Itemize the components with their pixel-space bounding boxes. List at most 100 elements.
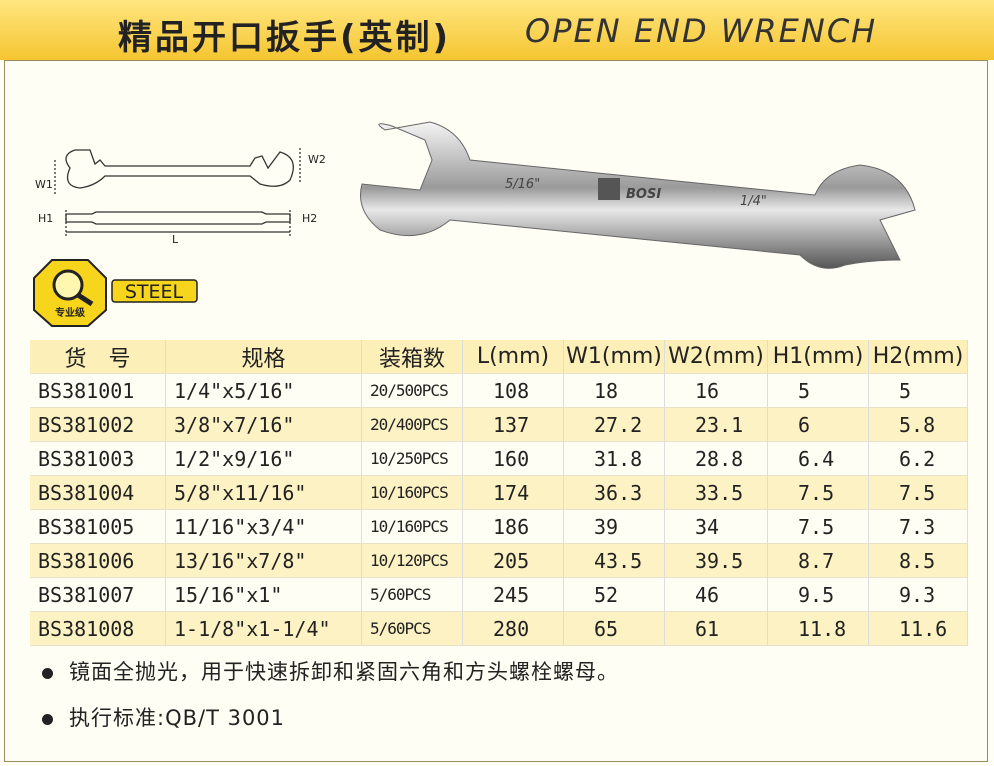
- table-cell: 5/8"x11/16": [165, 475, 362, 510]
- table-cell: 3/8"x7/16": [165, 407, 362, 442]
- table-cell: BS381002: [30, 407, 166, 442]
- badge: 专业级 STEEL: [33, 259, 198, 327]
- header-row: 货 号规格 装箱数 L(mm) W1(mm) W2(mm) H1(mm) H2(mm): [30, 340, 968, 374]
- column-header: H2(mm): [868, 340, 968, 374]
- column-header: 规格: [165, 340, 362, 374]
- table-cell: 34: [664, 509, 768, 544]
- table-cell: 6.4: [767, 441, 869, 476]
- column-header: L(mm): [462, 340, 564, 374]
- table-cell: 174: [462, 475, 564, 510]
- table-cell: 10/120PCS: [361, 543, 463, 578]
- table-cell: 108: [462, 373, 564, 408]
- table-cell: 11/16"x3/4": [165, 509, 362, 544]
- table-cell: BS381005: [30, 509, 166, 544]
- spec-table: 货 号规格 装箱数 L(mm) W1(mm) W2(mm) H1(mm) H2(mm) BS3…: [30, 340, 968, 646]
- table-row: BS381006 13/16"x7/8" 10/120PCS 205 43.5 39.5 8…: [30, 543, 968, 578]
- photo-size-left: 5/16": [505, 177, 540, 192]
- table-row: BS381007 15/16"x1" 5/60PCS 245 52 46 9.5 9.3: [30, 577, 968, 612]
- badge-material: STEEL: [125, 281, 184, 303]
- table-cell: 10/160PCS: [361, 475, 463, 510]
- column-header: W2(mm): [664, 340, 768, 374]
- table-cell: 33.5: [664, 475, 768, 510]
- table-cell: 16: [664, 373, 768, 408]
- title-en: OPEN END WRENCH: [525, 12, 878, 50]
- table-cell: 10/250PCS: [361, 441, 463, 476]
- table-cell: 36.3: [563, 475, 665, 510]
- note: 执行标准:QB/T 3001: [42, 702, 285, 732]
- table-cell: 46: [664, 577, 768, 612]
- table-cell: BS381007: [30, 577, 166, 612]
- table-row: BS381004 5/8"x11/16" 10/160PCS 174 36.3 33.5 7…: [30, 475, 968, 510]
- label-h1: H1: [38, 212, 53, 225]
- table-cell: 280: [462, 611, 564, 646]
- table-cell: 39: [563, 509, 665, 544]
- illustrations: W1 W2 H1 H2 L 5/16" BOSI 1/4" 专业级 STEEL: [33, 121, 916, 327]
- table-cell: 20/400PCS: [361, 407, 463, 442]
- table-cell: 28.8: [664, 441, 768, 476]
- badge-grade: 专业级: [55, 306, 86, 319]
- column-header: H1(mm): [767, 340, 869, 374]
- table-cell: 39.5: [664, 543, 768, 578]
- table-cell: 9.3: [868, 577, 968, 612]
- table-cell: 7.5: [868, 475, 968, 510]
- wrench-photo: 5/16" BOSI 1/4": [360, 121, 916, 269]
- table-cell: 8.7: [767, 543, 869, 578]
- frame: [4, 60, 988, 762]
- table-cell: 7.3: [868, 509, 968, 544]
- table-cell: 27.2: [563, 407, 665, 442]
- table-cell: 5: [767, 373, 869, 408]
- table-cell: BS381003: [30, 441, 166, 476]
- label-l: L: [172, 233, 179, 246]
- column-header: W1(mm): [563, 340, 665, 374]
- table-cell: 11.8: [767, 611, 869, 646]
- table-cell: 13/16"x7/8": [165, 543, 362, 578]
- table-cell: 186: [462, 509, 564, 544]
- table-cell: BS381006: [30, 543, 166, 578]
- label-w2: W2: [308, 153, 326, 166]
- table-cell: 18: [563, 373, 665, 408]
- table-cell: 61: [664, 611, 768, 646]
- table-cell: 9.5: [767, 577, 869, 612]
- table-cell: BS381001: [30, 373, 166, 408]
- logo: [598, 178, 620, 200]
- table-cell: 6.2: [868, 441, 968, 476]
- table-cell: 11.6: [868, 611, 968, 646]
- title-cn: 精品开口扳手(英制): [118, 18, 452, 58]
- table-row: BS381001 1/4"x5/16" 20/500PCS 108 18 16 5 5: [30, 373, 968, 408]
- table-cell: 5/60PCS: [361, 577, 463, 612]
- table-cell: BS381008: [30, 611, 166, 646]
- table-cell: 137: [462, 407, 564, 442]
- table-cell: 43.5: [563, 543, 665, 578]
- table-row: BS381003 1/2"x9/16" 10/250PCS 160 31.8 28.8 6.…: [30, 441, 968, 476]
- table-cell: 1/2"x9/16": [165, 441, 362, 476]
- column-header: 装箱数: [361, 340, 463, 374]
- table-row: BS381008 1-1/8"x1-1/4" 5/60PCS 280 65 61 11.8 1…: [30, 611, 968, 646]
- label-w1: W1: [35, 178, 53, 191]
- table-cell: 20/500PCS: [361, 373, 463, 408]
- column-header: 货 号: [30, 340, 166, 374]
- photo-brand: BOSI: [626, 187, 661, 202]
- table-cell: BS381004: [30, 475, 166, 510]
- table-cell: 31.8: [563, 441, 665, 476]
- table-cell: 65: [563, 611, 665, 646]
- table-cell: 245: [462, 577, 564, 612]
- table-row: BS381005 11/16"x3/4" 10/160PCS 186 39 34 7.5 7.…: [30, 509, 968, 544]
- table-cell: 10/160PCS: [361, 509, 463, 544]
- table-cell: 160: [462, 441, 564, 476]
- table-row: BS381002 3/8"x7/16" 20/400PCS 137 27.2 23.1 6 5…: [30, 407, 968, 442]
- table-cell: 7.5: [767, 509, 869, 544]
- table-cell: 1/4"x5/16": [165, 373, 362, 408]
- note: 镜面全抛光，用于快速拆卸和紧固六角和方头螺栓螺母。: [42, 656, 619, 686]
- table-cell: 5: [868, 373, 968, 408]
- table-cell: 8.5: [868, 543, 968, 578]
- table-cell: 23.1: [664, 407, 768, 442]
- photo-size-right: 1/4": [740, 194, 767, 209]
- title-bar: 精品开口扳手(英制) OPEN END WRENCH: [0, 0, 994, 60]
- table-cell: 15/16"x1": [165, 577, 362, 612]
- table-cell: 205: [462, 543, 564, 578]
- table-cell: 6: [767, 407, 869, 442]
- table-cell: 7.5: [767, 475, 869, 510]
- table-cell: 1-1/8"x1-1/4": [165, 611, 362, 646]
- table-cell: 5/60PCS: [361, 611, 463, 646]
